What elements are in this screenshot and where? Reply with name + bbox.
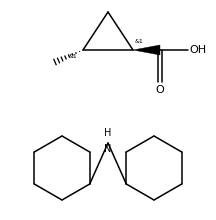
- Text: O: O: [156, 85, 164, 95]
- Text: OH: OH: [189, 45, 206, 55]
- Text: N: N: [104, 144, 112, 154]
- Text: &1: &1: [135, 39, 144, 44]
- Text: H: H: [104, 128, 112, 138]
- Text: &1: &1: [68, 54, 77, 59]
- Polygon shape: [133, 45, 160, 55]
